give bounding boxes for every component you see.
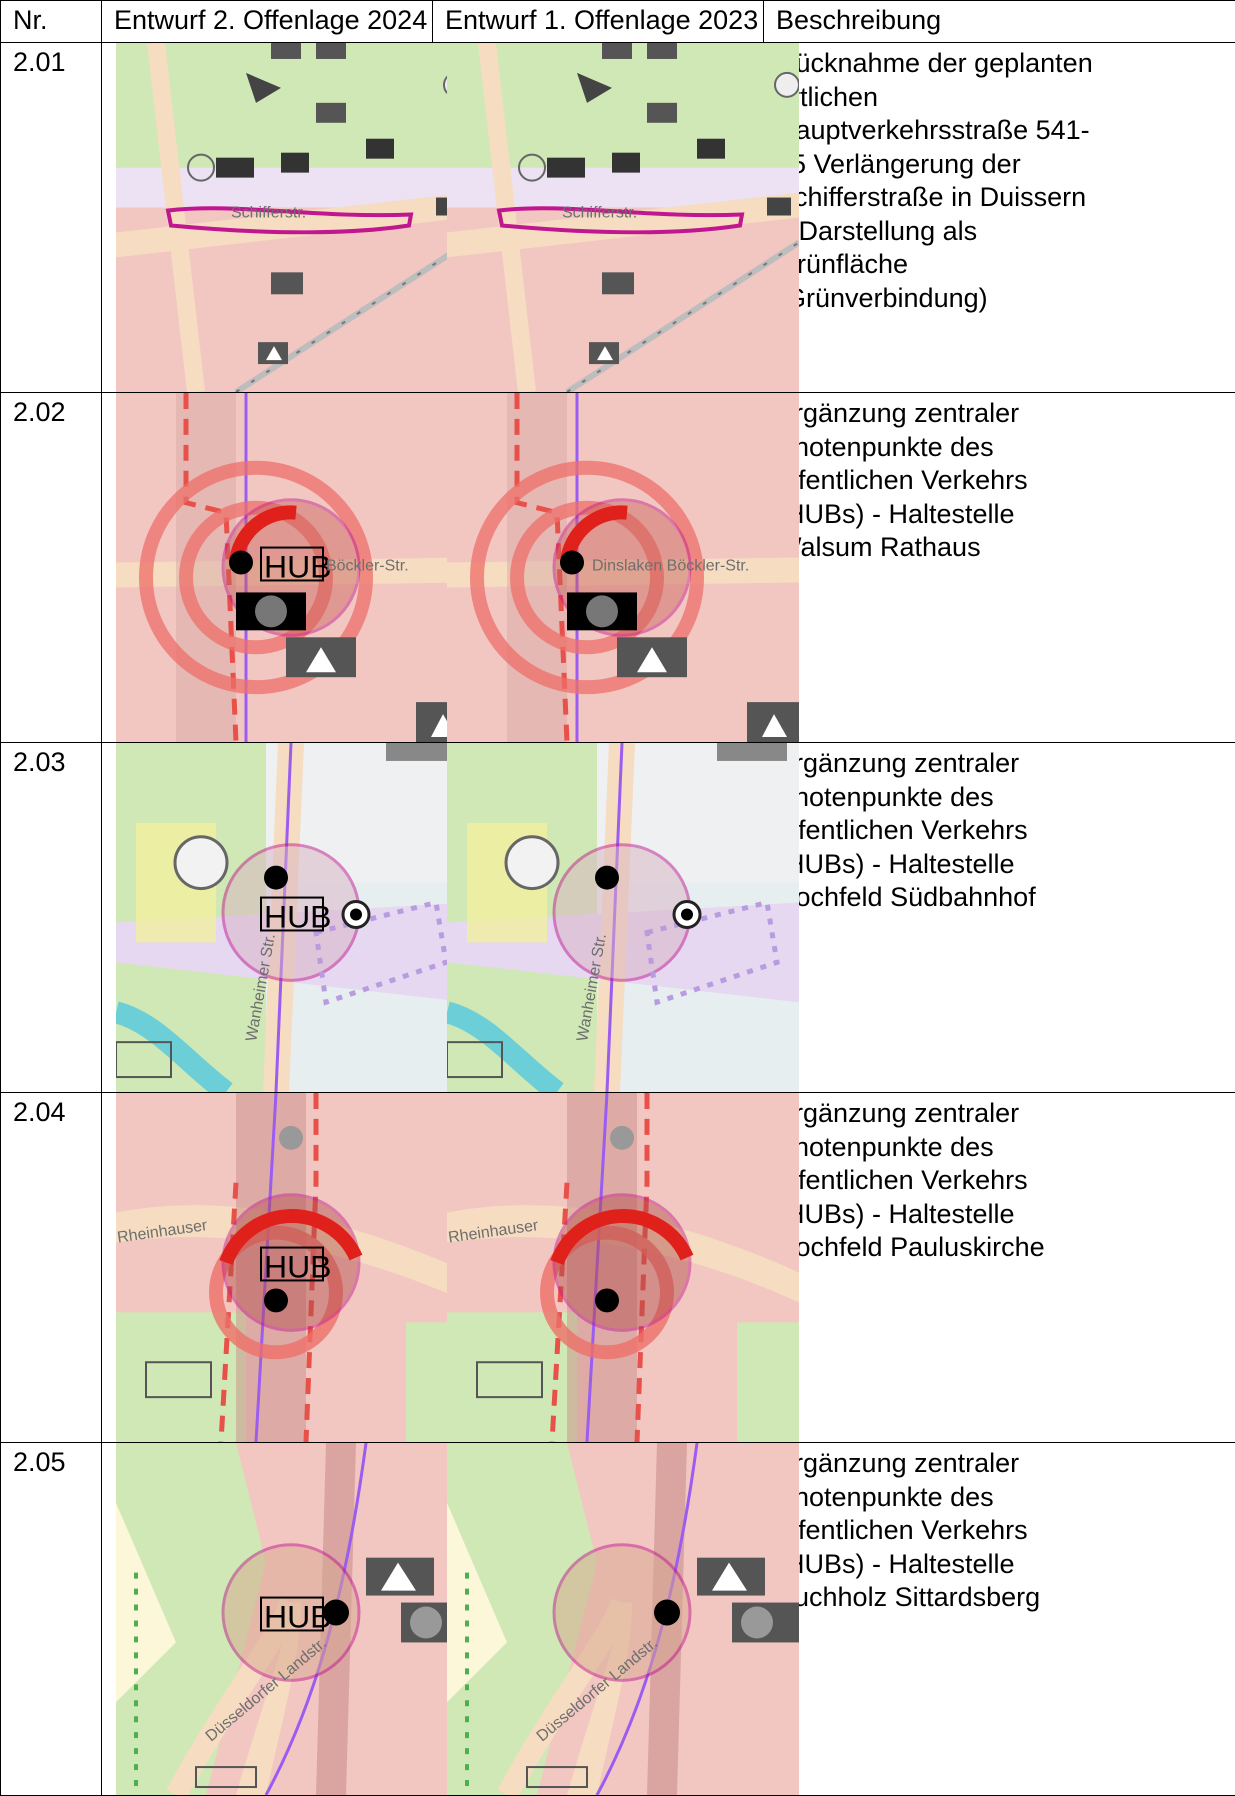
row-number: 2.04: [1, 1093, 102, 1443]
map-image: Dinslaken Böckler-Str.: [447, 393, 799, 742]
table-row: 2.02 HUB: [1, 393, 1235, 743]
description-cell: Ergänzung zentraler Knotenpunkte des öff…: [764, 393, 1235, 743]
description-line: öffentlichen Verkehrs: [776, 814, 1229, 848]
description-line: Rücknahme der geplanten: [776, 47, 1229, 81]
description-line: öffentlichen Verkehrs: [776, 464, 1229, 498]
map-image: HUB Düsseldorfer Landstr.: [116, 1443, 468, 1795]
description-line: Knotenpunkte des: [776, 1481, 1229, 1515]
map-cell-2023: Schifferstr.: [433, 43, 764, 393]
description-cell: Ergänzung zentraler Knotenpunkte des öff…: [764, 1443, 1235, 1796]
description-line: Ergänzung zentraler: [776, 397, 1229, 431]
row-number: 2.03: [1, 743, 102, 1093]
description-line: (HUBs) - Haltestelle: [776, 498, 1229, 532]
description-cell: Ergänzung zentraler Knotenpunkte des öff…: [764, 1093, 1235, 1443]
description-line: Hochfeld Südbahnhof: [776, 881, 1229, 915]
svg-text:Schifferstr.: Schifferstr.: [231, 205, 306, 222]
table-row: 2.03 HUB: [1, 743, 1235, 1093]
map-cell-2024: Schifferstr.: [102, 43, 433, 393]
description-line: – Darstellung als: [776, 215, 1229, 249]
description-line: Knotenpunkte des: [776, 431, 1229, 465]
svg-text:Dinslaken Böckler-Str.: Dinslaken Böckler-Str.: [592, 558, 749, 575]
description-line: örtlichen: [776, 81, 1229, 115]
description-line: Ergänzung zentraler: [776, 1097, 1229, 1131]
description-line: (HUBs) - Haltestelle: [776, 1548, 1229, 1582]
header-nr: Nr.: [1, 1, 102, 43]
map-cell-2023: Rheinhauser: [433, 1093, 764, 1443]
svg-text:HUB: HUB: [264, 1249, 332, 1285]
row-number: 2.01: [1, 43, 102, 393]
map-image: Rheinhauser: [447, 1093, 799, 1442]
description-line: öffentlichen Verkehrs: [776, 1514, 1229, 1548]
map-image: Schifferstr.: [447, 43, 799, 392]
header-beschreibung: Beschreibung: [764, 1, 1235, 43]
table-row: 2.05 HUB: [1, 1443, 1235, 1796]
description-line: öffentlichen Verkehrs: [776, 1164, 1229, 1198]
description-line: 05 Verlängerung der: [776, 148, 1229, 182]
svg-text:Böckler-Str.: Böckler-Str.: [326, 558, 409, 575]
svg-text:HUB: HUB: [264, 1599, 332, 1635]
map-image: HUB Wanheimer Str.: [116, 743, 468, 1092]
description-line: Ergänzung zentraler: [776, 1447, 1229, 1481]
svg-text:HUB: HUB: [264, 549, 332, 585]
svg-text:Schifferstr.: Schifferstr.: [562, 205, 637, 222]
description-line: Hochfeld Pauluskirche: [776, 1231, 1229, 1265]
map-cell-2023: Dinslaken Böckler-Str.: [433, 393, 764, 743]
table-row: 2.04 HUB: [1, 1093, 1235, 1443]
header-entwurf-2023: Entwurf 1. Offenlage 2023: [433, 1, 764, 43]
description-cell: Ergänzung zentraler Knotenpunkte des öff…: [764, 743, 1235, 1093]
map-cell-2024: HUB Rheinhauser: [102, 1093, 433, 1443]
description-line: Knotenpunkte des: [776, 1131, 1229, 1165]
svg-text:HUB: HUB: [264, 899, 332, 935]
map-cell-2024: HUB Düsseldorfer Landstr.: [102, 1443, 433, 1796]
map-image: Düsseldorfer Landstr.: [447, 1443, 799, 1795]
description-line: Schifferstraße in Duissern: [776, 181, 1229, 215]
description-line: Ergänzung zentraler: [776, 747, 1229, 781]
map-image: HUB Rheinhauser: [116, 1093, 468, 1442]
map-cell-2024: HUB Böckler-Str.: [102, 393, 433, 743]
description-line: (Grünverbindung): [776, 282, 1229, 316]
description-line: Hauptverkehrsstraße 541-: [776, 114, 1229, 148]
map-image: Wanheimer Str.: [447, 743, 799, 1092]
row-number: 2.02: [1, 393, 102, 743]
description-line: Grünfläche: [776, 248, 1229, 282]
map-cell-2023: Düsseldorfer Landstr.: [433, 1443, 764, 1796]
header-entwurf-2024: Entwurf 2. Offenlage 2024: [102, 1, 433, 43]
description-cell: Rücknahme der geplanten örtlichen Hauptv…: [764, 43, 1235, 393]
map-cell-2023: Wanheimer Str.: [433, 743, 764, 1093]
map-image: Schifferstr.: [116, 43, 468, 392]
description-line: (HUBs) - Haltestelle: [776, 1198, 1229, 1232]
description-line: Walsum Rathaus: [776, 531, 1229, 565]
map-cell-2024: HUB Wanheimer Str.: [102, 743, 433, 1093]
description-line: Knotenpunkte des: [776, 781, 1229, 815]
description-line: Buchholz Sittardsberg: [776, 1581, 1229, 1615]
header-row: Nr. Entwurf 2. Offenlage 2024 Entwurf 1.…: [1, 1, 1235, 43]
map-image: HUB Böckler-Str.: [116, 393, 468, 742]
row-number: 2.05: [1, 1443, 102, 1796]
table-row: 2.01: [1, 43, 1235, 393]
description-line: (HUBs) - Haltestelle: [776, 848, 1229, 882]
